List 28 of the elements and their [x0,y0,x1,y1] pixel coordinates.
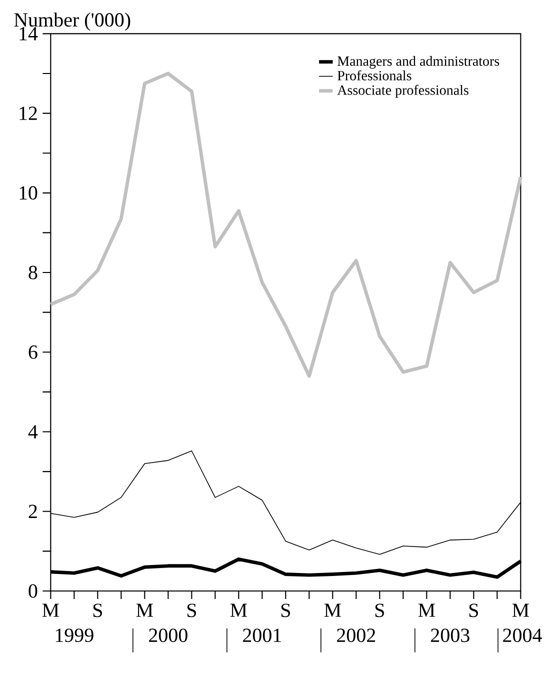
x-tick-label: M [230,604,247,617]
x-tick-label: M [42,604,59,617]
x-tick-label: S [281,604,290,618]
x-tick-label: S [375,604,384,618]
x-tick-label: S [187,604,196,618]
text: 2002 [337,628,376,642]
x-tick-label: M [418,604,435,617]
text: 2001 [243,628,281,642]
legend-label: Managers and administrators [338,56,500,69]
text: 2004 [503,628,542,642]
y-tick-label: 8 [28,266,38,280]
legend-label: Associate professionals [337,84,468,98]
text: 2003 [431,628,470,642]
y-tick-label: 10 [20,186,38,200]
y-tick-label: 12 [20,106,37,120]
x-tick-label: M [136,604,153,617]
y-tick-label: 4 [28,425,38,438]
x-tick-label: S [93,604,102,618]
text: 2000 [149,628,188,642]
text: 1999 [56,628,94,642]
y-tick-label: 2 [28,504,37,518]
y-tick-label: 0 [28,584,38,598]
y-tick-label: 6 [28,345,38,359]
x-tick-label: S [469,604,478,618]
line-series [48,72,522,378]
x-tick-label: M [324,604,341,617]
x-tick-label: M [512,604,529,617]
legend-label: Professionals [338,70,412,80]
